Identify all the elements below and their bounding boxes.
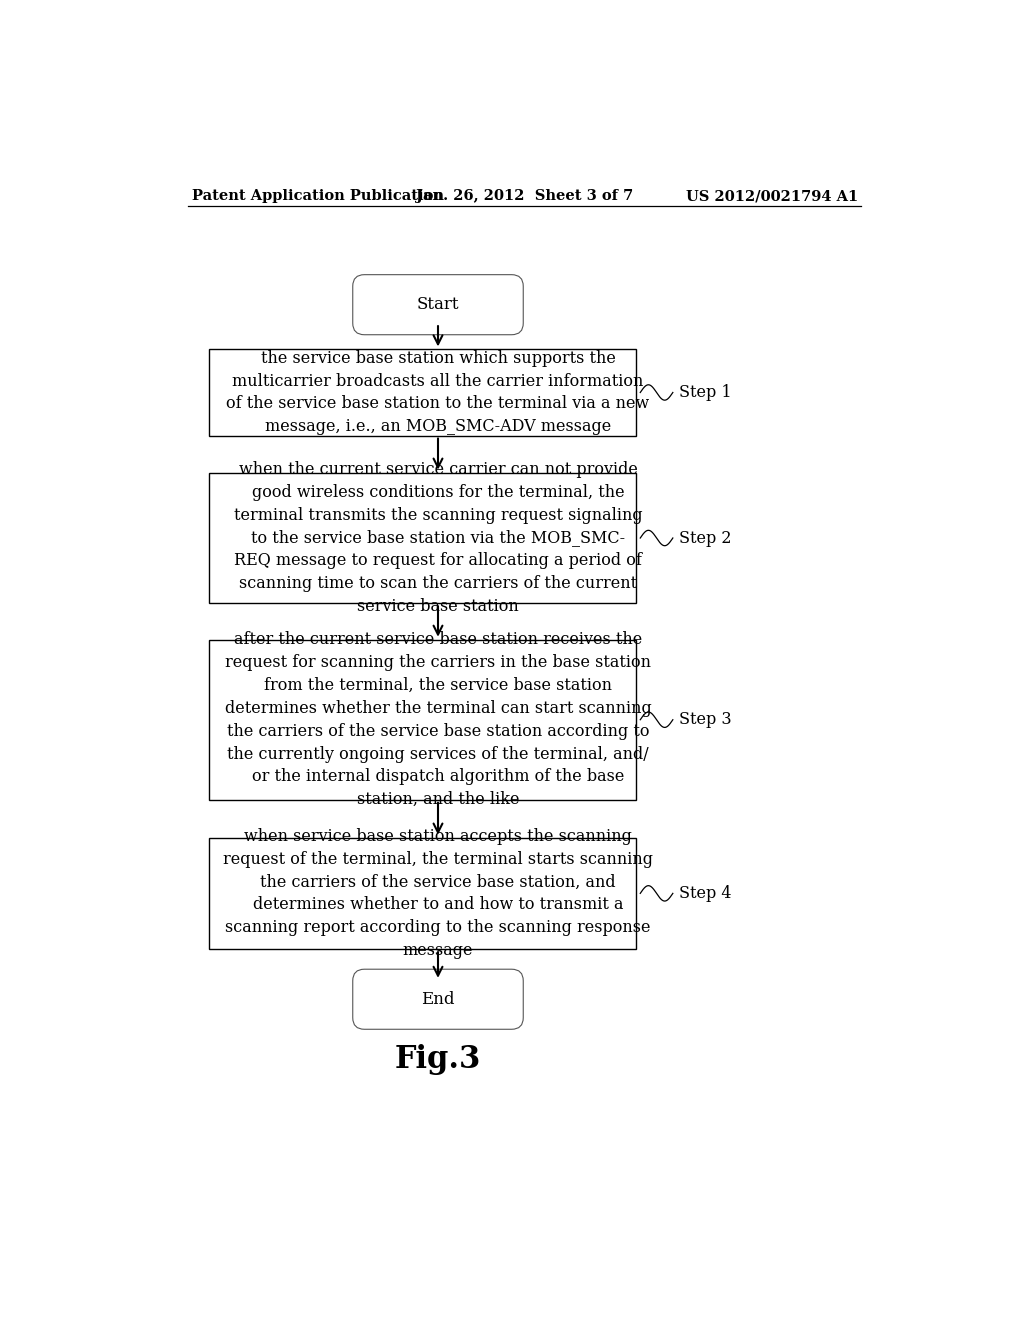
FancyBboxPatch shape (352, 275, 523, 335)
Text: Step 3: Step 3 (679, 711, 732, 729)
Text: after the current service base station receives the
request for scanning the car: after the current service base station r… (224, 631, 651, 808)
Bar (209, 350, 636, 436)
Text: Step 4: Step 4 (679, 884, 731, 902)
Bar (209, 640, 636, 800)
Text: Jan. 26, 2012  Sheet 3 of 7: Jan. 26, 2012 Sheet 3 of 7 (416, 189, 634, 203)
Text: when service base station accepts the scanning
request of the terminal, the term: when service base station accepts the sc… (223, 828, 653, 960)
Text: Step 1: Step 1 (679, 384, 732, 401)
Text: Patent Application Publication: Patent Application Publication (191, 189, 443, 203)
Text: Start: Start (417, 296, 459, 313)
Text: Step 2: Step 2 (679, 529, 731, 546)
Text: US 2012/0021794 A1: US 2012/0021794 A1 (686, 189, 858, 203)
Text: when the current service carrier can not provide
good wireless conditions for th: when the current service carrier can not… (233, 461, 642, 615)
Bar (209, 838, 636, 949)
FancyBboxPatch shape (352, 969, 523, 1030)
Text: End: End (421, 991, 455, 1007)
Bar (209, 473, 636, 603)
Text: the service base station which supports the
multicarrier broadcasts all the carr: the service base station which supports … (226, 350, 649, 436)
Text: Fig.3: Fig.3 (395, 1044, 481, 1074)
